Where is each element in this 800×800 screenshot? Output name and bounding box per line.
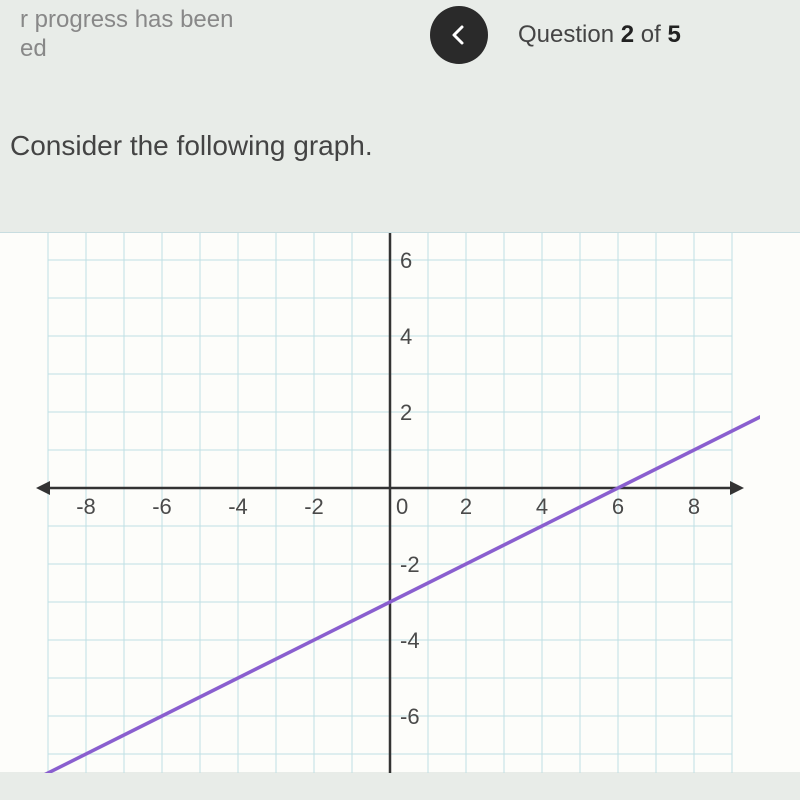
graph-container: -8-6-4-202468-8-6-4-22468 [0, 232, 800, 772]
question-total: 5 [667, 21, 680, 48]
question-label: Question [518, 21, 614, 48]
question-counter: Question 2 of 5 [518, 21, 681, 49]
svg-text:4: 4 [536, 494, 548, 519]
svg-text:4: 4 [400, 324, 412, 349]
svg-text:-8: -8 [76, 494, 96, 519]
svg-text:6: 6 [612, 494, 624, 519]
svg-text:-4: -4 [400, 628, 420, 653]
progress-saved-text: r progress has been ed [20, 6, 300, 64]
svg-text:8: 8 [688, 494, 700, 519]
chevron-left-icon [447, 23, 471, 47]
svg-text:2: 2 [400, 400, 412, 425]
svg-text:-6: -6 [400, 704, 420, 729]
coordinate-graph: -8-6-4-202468-8-6-4-22468 [0, 233, 760, 773]
header-bar: r progress has been ed Question 2 of 5 [0, 0, 800, 70]
progress-line2: ed [20, 35, 47, 62]
svg-text:-2: -2 [400, 552, 420, 577]
question-of: of [641, 21, 661, 48]
svg-text:-4: -4 [228, 494, 248, 519]
svg-text:0: 0 [396, 494, 408, 519]
svg-text:-6: -6 [152, 494, 172, 519]
question-current: 2 [621, 21, 634, 48]
svg-text:6: 6 [400, 248, 412, 273]
svg-text:2: 2 [460, 494, 472, 519]
svg-text:-2: -2 [304, 494, 324, 519]
prev-question-button[interactable] [430, 6, 488, 64]
progress-line1: r progress has been [20, 6, 233, 33]
question-prompt: Consider the following graph. [10, 130, 800, 162]
